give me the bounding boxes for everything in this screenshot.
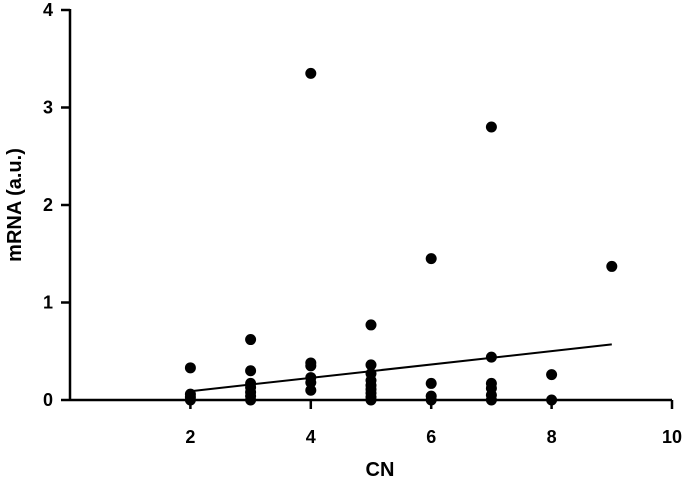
- data-point-17: [365, 319, 377, 331]
- data-point-13: [305, 360, 317, 372]
- data-point-36: [546, 369, 558, 381]
- data-point-15: [305, 376, 317, 388]
- data-point-18: [365, 359, 377, 371]
- data-point-0: [184, 362, 196, 374]
- data-point-26: [425, 253, 437, 265]
- x-axis-title: CN: [366, 459, 395, 481]
- data-point-4: [245, 334, 257, 346]
- data-point-30: [485, 121, 497, 133]
- regression-line: [190, 343, 612, 393]
- data-point-16: [305, 384, 317, 396]
- y-axis-title: mRNA (a.u.): [4, 148, 26, 262]
- x-tick-label-2: 2: [185, 427, 195, 447]
- data-point-38: [606, 260, 618, 272]
- axes: 2 4 6 8 10 0 1 2 3 4: [43, 0, 682, 447]
- regression-line-group: [190, 343, 612, 393]
- y-tick-label-2: 2: [43, 195, 53, 215]
- y-tick-label-4: 4: [43, 0, 53, 20]
- data-point-5: [245, 365, 257, 377]
- data-point-27: [425, 377, 437, 389]
- axis-labels: CN mRNA (a.u.): [4, 148, 394, 481]
- data-points: [184, 67, 618, 406]
- y-tick-label-1: 1: [43, 293, 53, 313]
- x-tick-label-6: 6: [426, 427, 436, 447]
- x-tick-label-4: 4: [306, 427, 316, 447]
- x-tick-label-8: 8: [547, 427, 557, 447]
- x-tick-label-10: 10: [662, 427, 682, 447]
- data-point-11: [305, 67, 317, 79]
- y-tick-label-3: 3: [43, 98, 53, 118]
- y-tick-label-0: 0: [43, 390, 53, 410]
